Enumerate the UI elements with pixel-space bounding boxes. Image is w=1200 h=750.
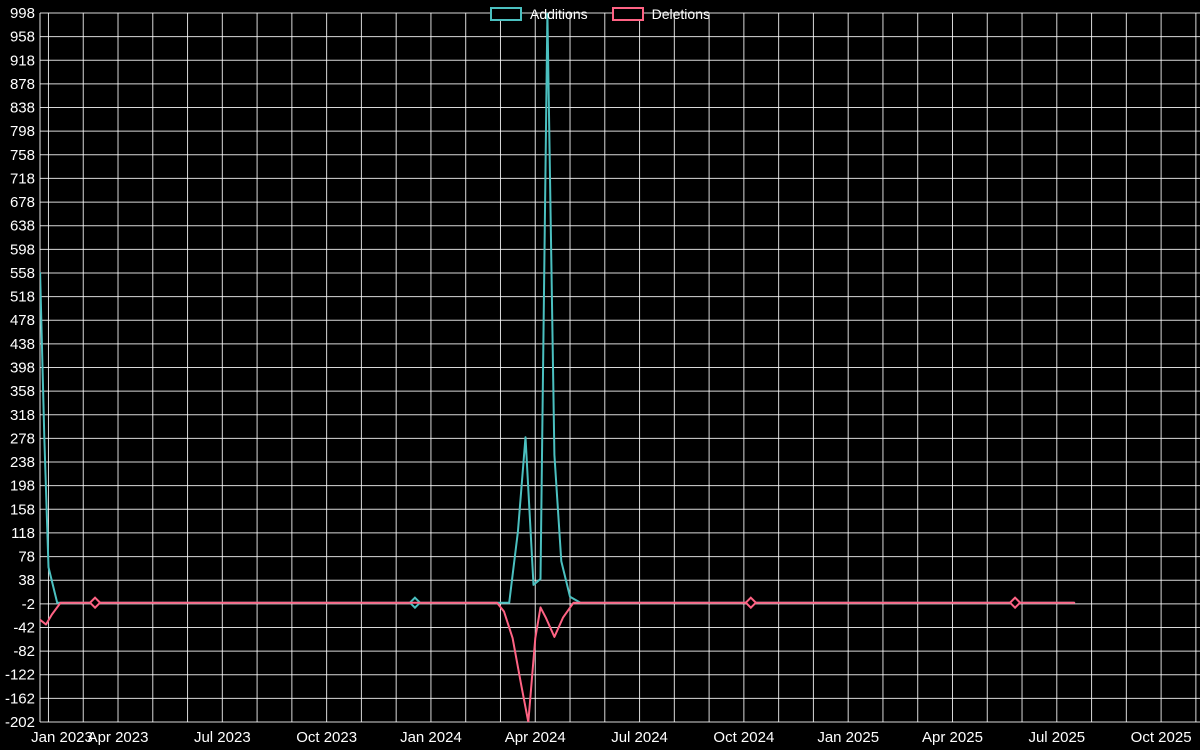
x-tick-label: Jan 2024 (400, 729, 462, 746)
y-tick-label: 278 (10, 430, 35, 447)
y-tick-label: 438 (10, 336, 35, 353)
x-tick-label: Apr 2024 (505, 729, 566, 746)
y-tick-label: 78 (18, 549, 35, 566)
y-tick-label: 398 (10, 360, 35, 377)
x-tick-label: Apr 2025 (922, 729, 983, 746)
series-line-deletions[interactable] (40, 601, 1076, 722)
y-tick-label: 558 (10, 265, 35, 282)
legend-swatch-additions (490, 7, 523, 21)
legend-label: Additions (530, 6, 588, 22)
y-tick-label: 838 (10, 100, 35, 117)
point-marker-deletions[interactable] (744, 596, 758, 610)
y-tick-label: 918 (10, 52, 35, 69)
point-marker-deletions[interactable] (88, 596, 102, 610)
y-tick-label: 158 (10, 501, 35, 518)
legend-item-additions[interactable]: Additions (490, 6, 588, 22)
y-tick-label: 318 (10, 407, 35, 424)
point-marker-deletions[interactable] (1008, 596, 1022, 610)
y-tick-label: 758 (10, 147, 35, 164)
series-line-additions[interactable] (40, 13, 1076, 604)
x-tick-label: Jul 2024 (611, 729, 668, 746)
y-tick-label: -122 (5, 667, 35, 684)
x-tick-label: Apr 2023 (88, 729, 149, 746)
y-tick-label: 198 (10, 478, 35, 495)
y-tick-label: -2 (22, 596, 35, 613)
x-tick-label: Oct 2023 (296, 729, 357, 746)
y-tick-label: 878 (10, 76, 35, 93)
y-tick-label: 598 (10, 241, 35, 258)
y-tick-label: 238 (10, 454, 35, 471)
legend-label: Deletions (651, 6, 710, 22)
y-tick-label: -202 (5, 714, 35, 731)
y-tick-label: 678 (10, 194, 35, 211)
legend-item-deletions[interactable]: Deletions (611, 6, 710, 22)
y-tick-label: 638 (10, 218, 35, 235)
y-tick-label: -82 (13, 643, 35, 660)
y-tick-label: 38 (18, 572, 35, 589)
y-tick-label: 118 (11, 525, 35, 542)
x-tick-label: Jan 2023 (31, 729, 93, 746)
y-tick-label: -162 (5, 690, 35, 707)
x-tick-label: Jan 2025 (817, 729, 879, 746)
x-tick-label: Jul 2025 (1028, 729, 1085, 746)
x-tick-label: Oct 2024 (713, 729, 774, 746)
y-tick-label: 718 (10, 170, 35, 187)
y-tick-label: 478 (10, 312, 35, 329)
x-tick-label: Oct 2025 (1131, 729, 1192, 746)
y-tick-label: 518 (10, 289, 35, 306)
y-tick-label: -42 (13, 619, 35, 636)
x-tick-label: Jul 2023 (194, 729, 251, 746)
chart-legend: Additions Deletions (0, 6, 1200, 22)
legend-swatch-deletions (611, 7, 644, 21)
y-tick-label: 958 (10, 29, 35, 46)
y-tick-label: 998 (10, 5, 35, 22)
y-tick-label: 358 (10, 383, 35, 400)
y-tick-label: 798 (10, 123, 35, 140)
